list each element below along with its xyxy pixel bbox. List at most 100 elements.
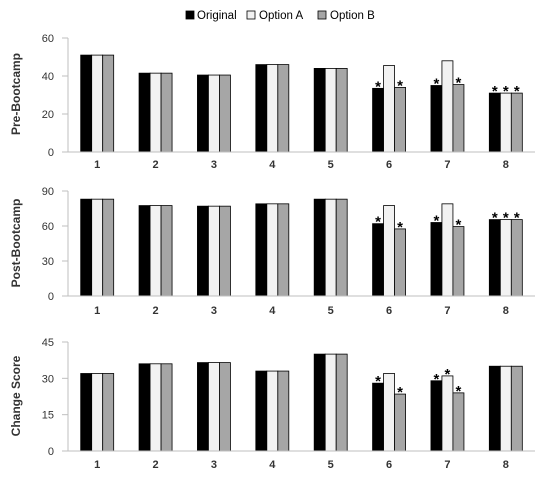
panel-2-bar-3-option-a <box>208 205 220 297</box>
panel-1-x-tick-label-5: 5 <box>328 159 334 171</box>
panel-3-bar-5-original <box>313 353 326 452</box>
panel-1-sig-marker-8-option-b: * <box>514 83 520 100</box>
legend-label-1: Original <box>197 10 237 22</box>
panel-1-sig-marker-6-original: * <box>375 78 381 95</box>
panel-2-bar-6-option-b <box>394 228 406 297</box>
panel-2-bar-1-option-a <box>91 198 104 297</box>
panel-1-x-tick-label-6: 6 <box>386 159 392 171</box>
panel-1-bar-3-original <box>197 74 209 153</box>
panel-1-bar-2-option-b <box>160 72 173 153</box>
panel-3-sig-marker-6-option-b: * <box>397 384 403 401</box>
panel-2-sig-marker-8-option-b: * <box>514 210 520 227</box>
panel-3-y-tick-label-2: 15 <box>42 410 54 422</box>
panel-3-x-tick-label-6: 6 <box>386 459 392 471</box>
panel-2-sig-marker-8-option-a: * <box>503 210 509 227</box>
panel-3-sig-marker-7-option-a: * <box>445 366 451 383</box>
panel-1-sig-marker-8-option-a: * <box>503 83 509 100</box>
panel-3-bar-5-option-b <box>335 353 348 452</box>
panel-1-bar-8-option-a <box>499 92 512 153</box>
panel-2-bar-4-option-a <box>266 203 279 297</box>
panel-3-bar-6-original <box>372 382 384 452</box>
panel-1-bar-1-option-a <box>91 54 104 153</box>
panel-2-bar-6-original <box>372 223 384 297</box>
panel-2-x-tick-label-5: 5 <box>328 305 334 317</box>
panel-1-bar-7-option-a <box>441 60 454 153</box>
panel-1-bar-1-original <box>80 54 93 153</box>
panel-2-sig-marker-6-option-b: * <box>397 219 403 236</box>
panel-1-y-axis-title: Pre-Bootcamp <box>9 53 23 135</box>
panel-1-bar-7-option-b <box>452 84 465 153</box>
panel-1-sig-marker-7-option-b: * <box>456 75 462 92</box>
panel-2-bar-7-option-b <box>452 226 465 297</box>
panel-2-bar-4-option-b <box>277 203 290 297</box>
panel-3-x-tick-label-1: 1 <box>94 459 100 471</box>
panel-1-bar-2-option-a <box>149 72 162 153</box>
panel-2-y-axis-title: Post-Bootcamp <box>9 199 23 288</box>
panel-1-sig-marker-7-original: * <box>434 76 440 93</box>
legend-label-2: Option A <box>259 10 303 22</box>
panel-2-x-tick-label-4: 4 <box>269 305 276 317</box>
panel-1-bar-8-option-b <box>510 92 523 153</box>
panel-1-bar-3-option-a <box>208 74 220 153</box>
panel-1-bar-2-original <box>138 72 151 153</box>
panel-1-bar-8-original <box>488 92 501 153</box>
panel-2-bar-8-option-a <box>499 219 512 297</box>
panel-3-bar-2-option-b <box>160 363 173 452</box>
legend-swatch-2 <box>246 10 256 20</box>
panel-2-sig-marker-7-original: * <box>434 213 440 230</box>
panel-3-y-tick-label-1: 0 <box>48 446 54 458</box>
panel-3-bar-3-original <box>197 362 209 452</box>
panel-2-sig-marker-8-original: * <box>492 210 498 227</box>
panel-1-x-tick-label-4: 4 <box>269 159 276 171</box>
panel-2-bar-2-option-a <box>149 205 162 297</box>
panel-3-y-axis-title: Change Score <box>9 355 23 436</box>
panel-3-x-tick-label-8: 8 <box>503 459 509 471</box>
panel-3-x-tick-label-3: 3 <box>211 459 217 471</box>
panel-3-bar-4-original <box>255 370 268 452</box>
panel-3-x-tick-label-7: 7 <box>444 459 450 471</box>
panel-1-y-tick-label-1: 0 <box>48 147 54 159</box>
panel-1-bar-6-original <box>372 87 384 153</box>
panel-2-bar-2-original <box>138 205 151 297</box>
panel-1-bar-5-original <box>313 68 326 153</box>
panel-2-x-tick-label-6: 6 <box>386 305 392 317</box>
panel-1-bar-7-original <box>430 85 443 153</box>
panel-2-bar-6-option-a <box>383 205 395 297</box>
panel-1-y-tick-label-2: 20 <box>42 109 54 121</box>
panel-2-bar-7-option-a <box>441 203 454 297</box>
panel-3-bar-7-option-a <box>441 375 454 452</box>
panel-1-bar-4-option-a <box>266 64 279 153</box>
panel-3-bar-7-option-b <box>452 392 465 452</box>
panel-2-bar-7-original <box>430 222 443 297</box>
panel-3-x-tick-label-5: 5 <box>328 459 334 471</box>
panel-2-bar-5-original <box>313 198 326 297</box>
panel-2-bar-2-option-b <box>160 205 173 297</box>
panel-3-bar-8-original <box>488 365 501 452</box>
panel-3-bar-1-original <box>80 373 93 452</box>
panel-1-y-tick-label-4: 60 <box>42 33 54 45</box>
panel-3-bar-6-option-a <box>383 373 395 452</box>
panel-3-bar-2-option-a <box>149 363 162 452</box>
panel-1-bar-6-option-b <box>394 87 406 153</box>
panel-3-x-tick-label-2: 2 <box>153 459 159 471</box>
panel-3-bar-1-option-a <box>91 373 104 452</box>
panel-1-sig-marker-6-option-b: * <box>397 77 403 94</box>
panel-2-bar-4-original <box>255 203 268 297</box>
panel-3-y-tick-label-4: 45 <box>42 337 54 349</box>
panel-3-bar-4-option-b <box>277 370 290 452</box>
panel-2-x-tick-label-1: 1 <box>94 305 100 317</box>
panel-2-bar-3-option-b <box>219 205 231 297</box>
panel-1-bar-4-option-b <box>277 64 290 153</box>
panel-1-x-tick-label-7: 7 <box>444 159 450 171</box>
panel-1-bar-4-original <box>255 64 268 153</box>
panel-2-y-tick-label-2: 30 <box>42 256 54 268</box>
panel-1-bar-5-option-b <box>335 68 348 153</box>
panel-1-x-tick-label-2: 2 <box>153 159 159 171</box>
panel-3-bar-7-original <box>430 380 443 452</box>
panel-3-bar-4-option-a <box>266 370 279 452</box>
panel-3-bar-8-option-b <box>510 365 523 452</box>
panel-2-x-tick-label-7: 7 <box>444 305 450 317</box>
panel-2-bar-5-option-b <box>335 198 348 297</box>
panel-3-y-tick-label-3: 30 <box>42 373 54 385</box>
